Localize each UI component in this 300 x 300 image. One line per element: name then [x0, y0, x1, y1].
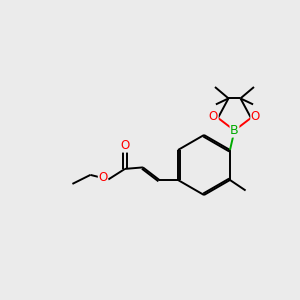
Text: O: O — [251, 110, 260, 123]
Text: O: O — [209, 110, 218, 123]
Text: O: O — [98, 171, 108, 184]
Text: B: B — [230, 124, 239, 137]
Text: O: O — [120, 139, 130, 152]
